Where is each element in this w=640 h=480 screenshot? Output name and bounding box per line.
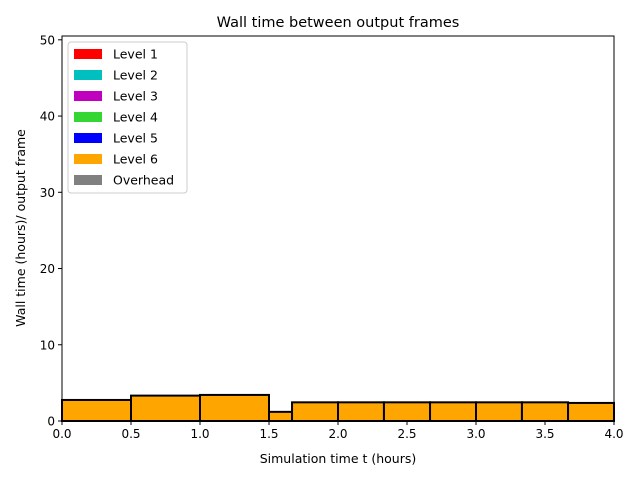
legend-swatch — [74, 175, 102, 185]
x-tick-label: 2.0 — [328, 427, 347, 441]
bar-6 — [382, 401, 432, 422]
y-ticks: 0 10 20 30 40 50 — [40, 33, 62, 429]
bar-3 — [268, 410, 294, 422]
y-axis-label: Wall time (hours)/ output frame — [13, 129, 28, 327]
legend: Level 1 Level 2 Level 3 Level 4 Level 5 Level… — [67, 41, 188, 194]
y-tick-label: 40 — [40, 110, 55, 124]
bar-1 — [130, 394, 201, 423]
legend-swatch — [74, 49, 102, 59]
x-axis-label: Simulation time t (hours) — [260, 451, 417, 466]
bar-10 — [567, 401, 616, 422]
x-tick-label: 0.0 — [52, 427, 71, 441]
y-tick-label: 20 — [40, 262, 55, 276]
y-tick-label: 30 — [40, 186, 55, 200]
legend-label: Level 3 — [113, 89, 158, 104]
legend-label: Level 2 — [113, 68, 158, 83]
legend-label: Level 1 — [113, 47, 158, 62]
legend-swatch — [74, 133, 102, 143]
chart-title: Wall time between output frames — [217, 15, 460, 31]
legend-label: Overhead — [113, 173, 174, 188]
legend-label: Level 6 — [113, 152, 158, 167]
legend-swatch — [74, 91, 102, 101]
x-tick-label: 2.5 — [397, 427, 416, 441]
bar-9 — [520, 401, 570, 422]
bar-7 — [429, 401, 477, 422]
bar-2 — [199, 393, 270, 422]
bar-0 — [61, 398, 132, 422]
legend-swatch — [74, 70, 102, 80]
legend-label: Level 4 — [113, 110, 158, 125]
x-tick-label: 4.0 — [604, 427, 623, 441]
x-tick-label: 3.5 — [535, 427, 554, 441]
bar-4 — [291, 401, 339, 422]
legend-swatch — [74, 154, 102, 164]
legend-label: Level 5 — [113, 131, 158, 146]
x-ticks: 0.0 0.5 1.0 1.5 2.0 2.5 3.0 3.5 4.0 — [52, 421, 624, 441]
x-tick-label: 0.5 — [121, 427, 140, 441]
bars — [61, 393, 616, 423]
x-tick-label: 1.0 — [190, 427, 209, 441]
y-tick-label: 10 — [40, 338, 55, 352]
legend-swatch — [74, 112, 102, 122]
bar-8 — [475, 401, 523, 422]
bar-5 — [337, 401, 385, 422]
y-tick-label: 0 — [47, 415, 55, 429]
x-tick-label: 3.0 — [466, 427, 485, 441]
y-tick-label: 50 — [40, 33, 55, 47]
x-tick-label: 1.5 — [259, 427, 278, 441]
